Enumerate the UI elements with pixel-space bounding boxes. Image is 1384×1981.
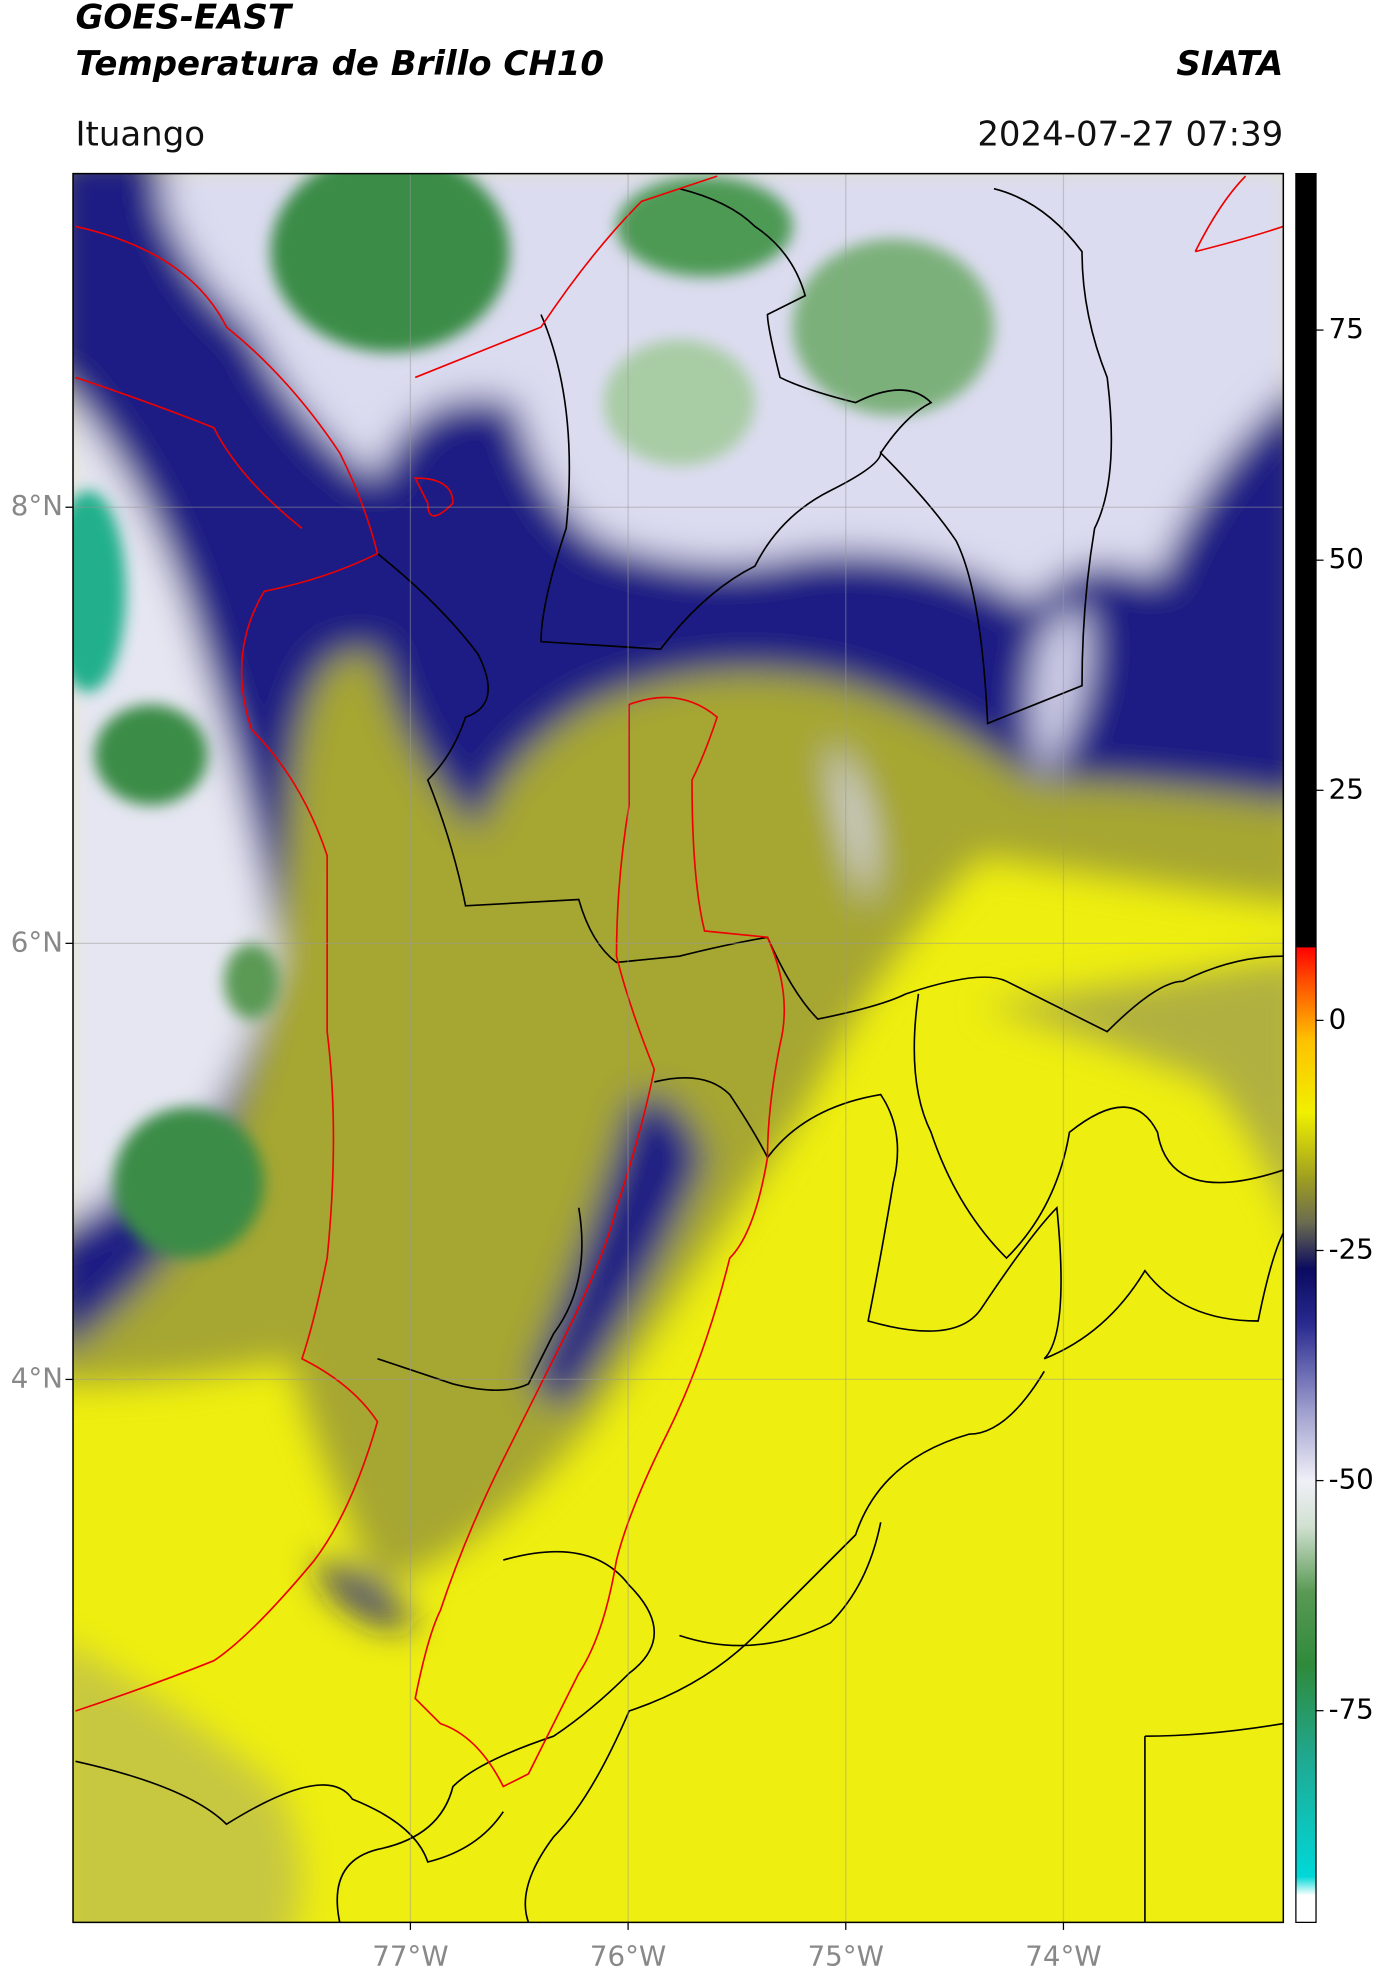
colorbar-segment (1295, 1222, 1317, 1270)
colorbar-segment (1295, 1038, 1317, 1114)
map-image (73, 173, 1284, 1923)
title: GOES-EAST (76, 0, 294, 37)
grid (73, 173, 1284, 1923)
colorbar-segment (1295, 1268, 1317, 1325)
colorbar-tick-label: 25 (1329, 772, 1364, 805)
colorbar-tick-label: -75 (1329, 1693, 1374, 1726)
colorbar-segment (1295, 173, 1317, 948)
colorbar: -75 -50 -25 0 25 50 75 (1295, 172, 1374, 1924)
colorbar-segment (1295, 1112, 1317, 1178)
y-tick-label: 8°N (11, 489, 63, 522)
colorbar-segment (1295, 1324, 1317, 1408)
map-frame (72, 172, 1285, 1924)
colorbar-segment (1295, 946, 1317, 975)
colorbar-segment (1295, 1406, 1317, 1482)
x-tick-label: 74°W (1025, 1940, 1101, 1973)
colorbar-tick-label: -25 (1329, 1232, 1374, 1265)
x-tick-label: 77°W (372, 1940, 448, 1973)
source: SIATA (1176, 44, 1283, 84)
location: Ituango (76, 114, 206, 154)
colorbar-segment (1295, 1526, 1317, 1592)
colorbar-segment (1295, 1894, 1317, 1924)
subtitle: Temperatura de Brillo CH10 (76, 44, 604, 84)
colorbar-segment (1295, 974, 1317, 1040)
colorbar-tick-label: 0 (1329, 1002, 1347, 1035)
y-tick-label: 6°N (11, 925, 63, 958)
colorbar-tick-label: 50 (1329, 542, 1364, 575)
timestamp: 2024-07-27 07:39 (977, 114, 1283, 154)
colorbar-segment (1295, 1756, 1317, 1877)
colorbar-segment (1295, 1876, 1317, 1896)
colorbar-tick-label: 75 (1329, 312, 1364, 345)
colorbar-segment (1295, 1480, 1317, 1528)
colorbar-segment (1295, 1176, 1317, 1224)
colorbar-segment (1295, 1591, 1317, 1666)
y-tick-label: 4°N (11, 1361, 63, 1394)
colorbar-frame (1295, 172, 1317, 1924)
x-tick-label: 75°W (808, 1940, 884, 1973)
colorbar-segment (1295, 1664, 1317, 1758)
x-tick-label: 76°W (590, 1940, 666, 1973)
colorbar-tick-label: -50 (1329, 1463, 1374, 1496)
